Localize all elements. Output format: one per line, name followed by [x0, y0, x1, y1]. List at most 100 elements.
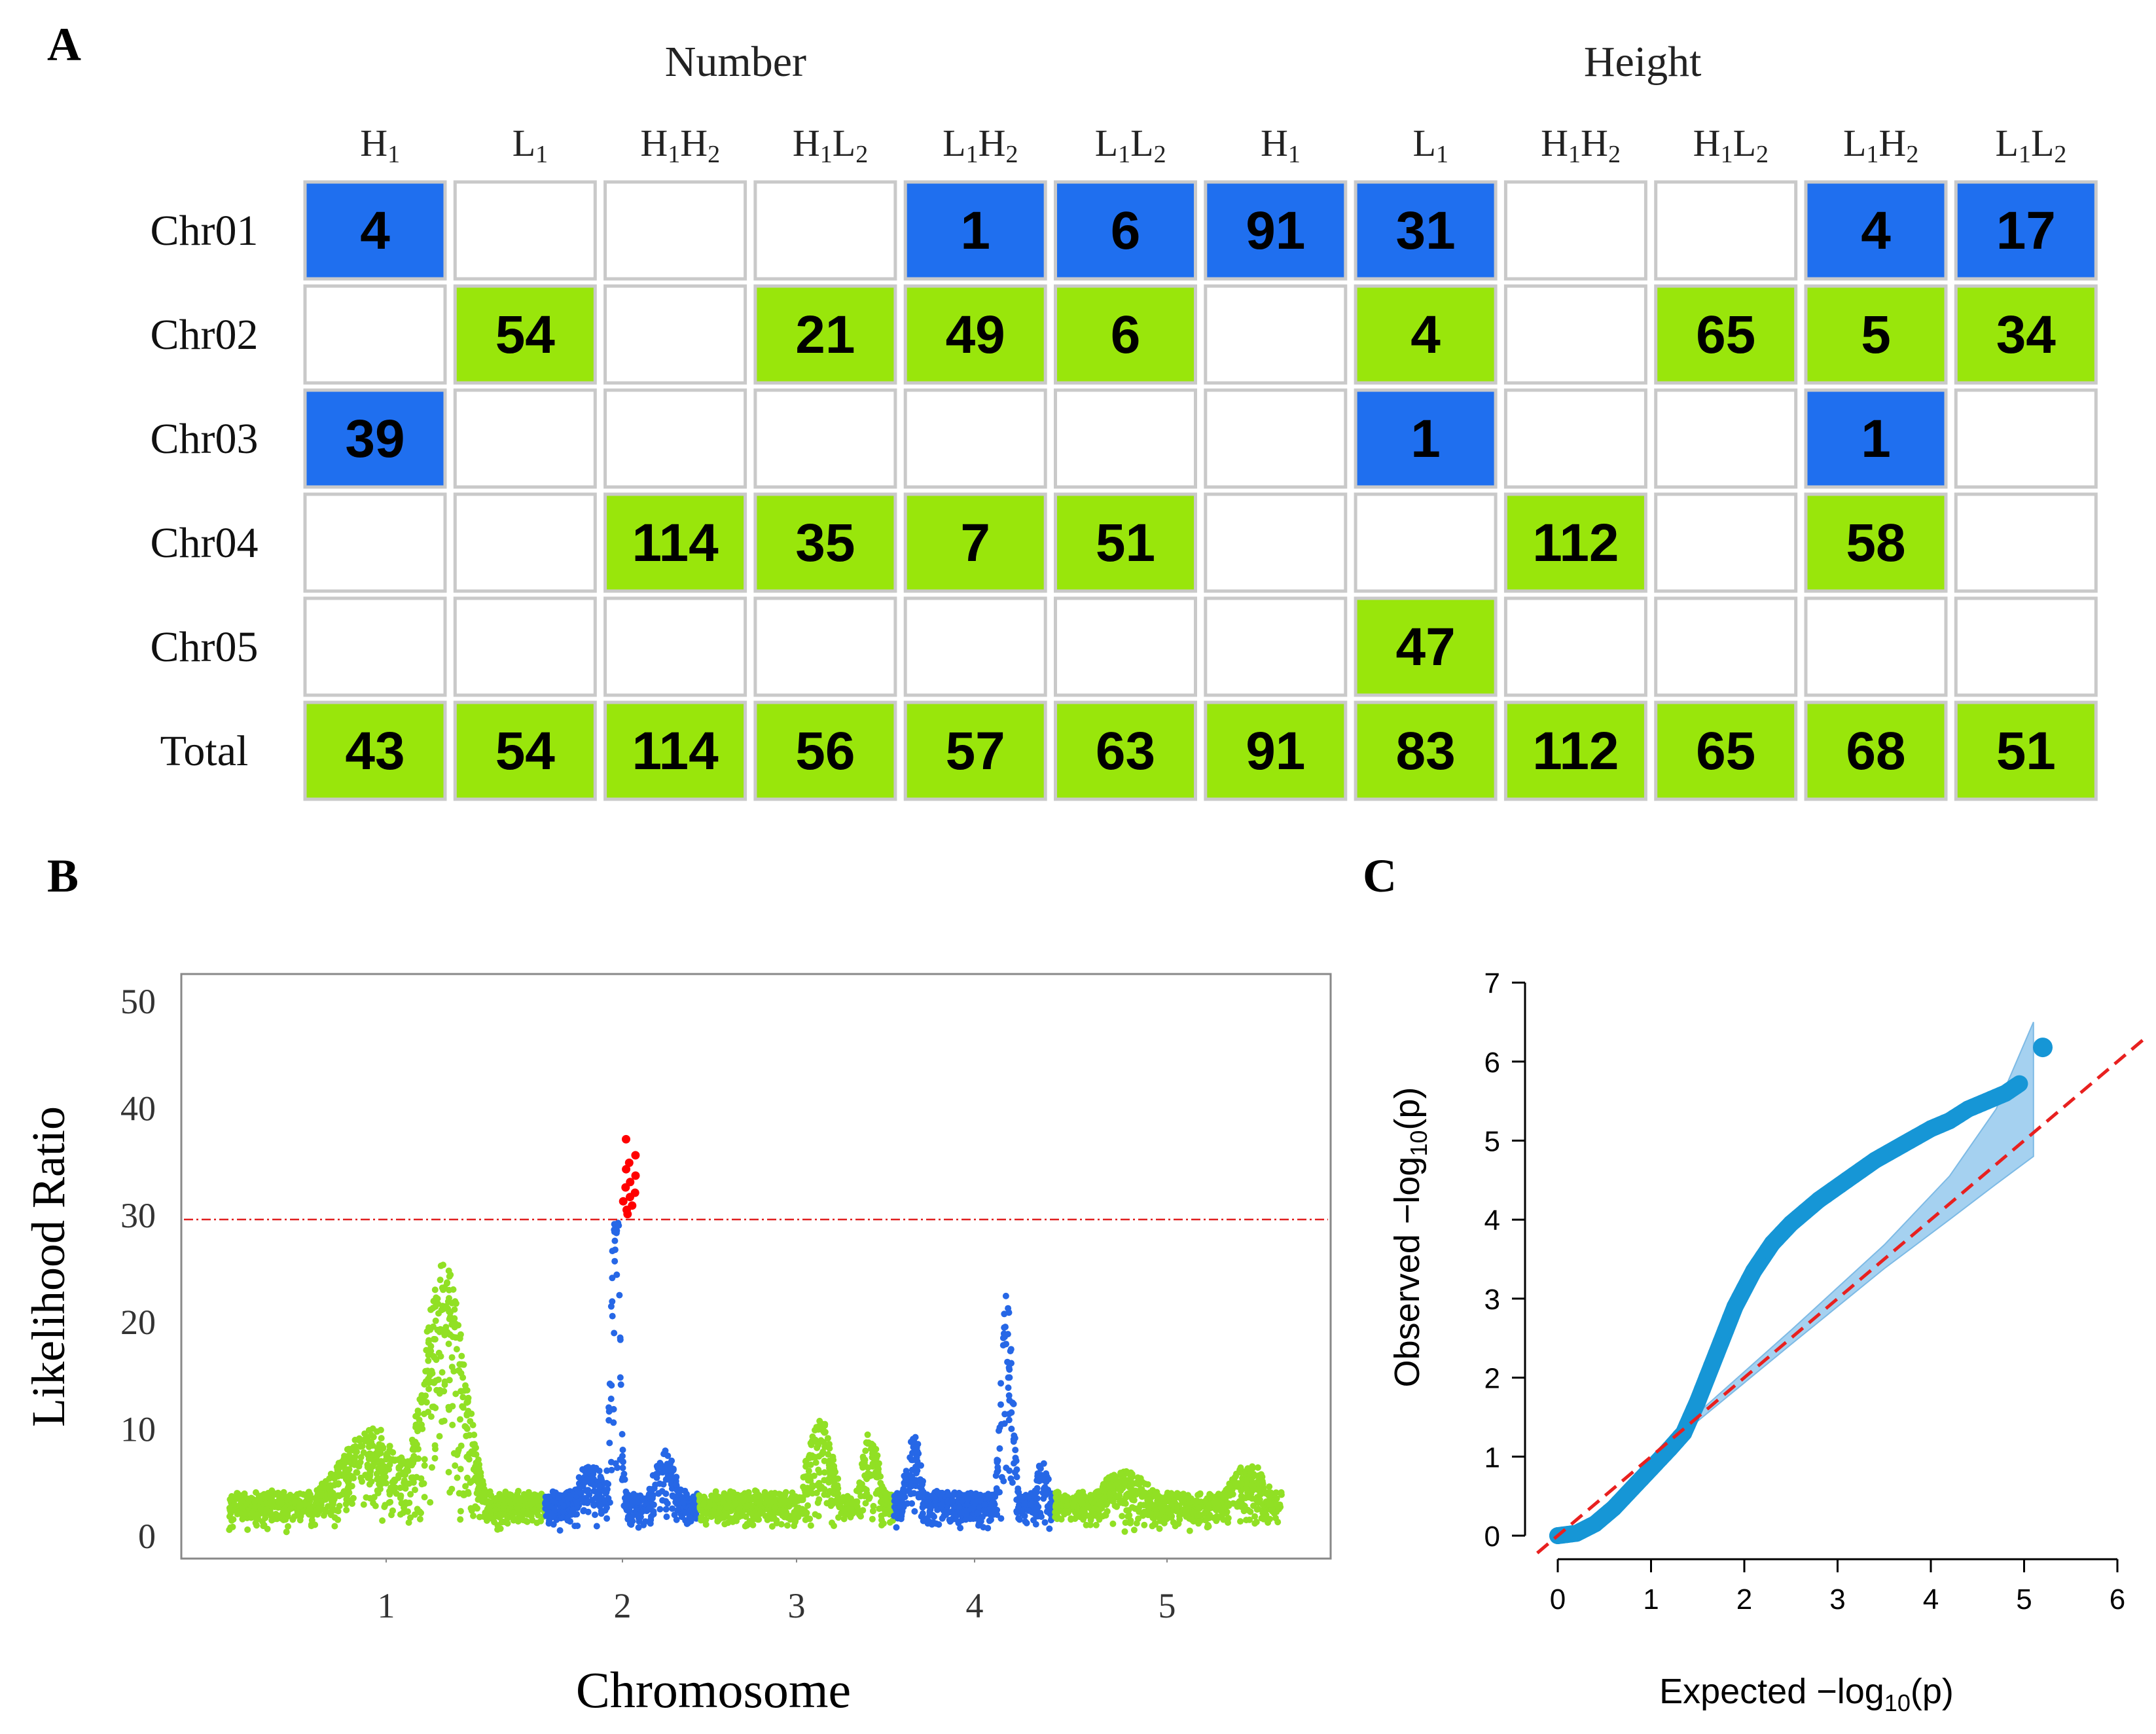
snp-point: [1130, 1496, 1138, 1504]
table-cell-value: 91: [1246, 721, 1305, 781]
snp-point: [255, 1511, 262, 1518]
snp-point: [509, 1513, 516, 1521]
panel-a-label: A: [47, 18, 81, 71]
snp-point: [453, 1346, 460, 1353]
snp-point: [867, 1471, 874, 1478]
snp-point: [432, 1317, 439, 1324]
snp-point: [919, 1510, 926, 1517]
snp-point: [1195, 1505, 1202, 1512]
snp-point: [723, 1504, 730, 1511]
snp-point: [1253, 1506, 1261, 1513]
snp-point: [1195, 1520, 1202, 1527]
snp-point: [414, 1428, 421, 1435]
table-cell: [753, 388, 897, 489]
table-cell: [1954, 492, 2098, 593]
table-cell: [453, 180, 597, 281]
snp-point: [778, 1521, 785, 1528]
snp-point: [239, 1504, 246, 1511]
snp-point: [955, 1518, 962, 1525]
snp-point: [389, 1508, 396, 1514]
snp-point: [698, 1517, 705, 1524]
snp-point: [709, 1508, 716, 1515]
snp-point: [425, 1385, 433, 1392]
snp-point: [964, 1495, 971, 1502]
confidence-band: [1697, 1022, 2034, 1423]
snp-point: [351, 1436, 359, 1443]
snp-point: [296, 1503, 303, 1510]
snp-point: [395, 1465, 403, 1472]
snp-point: [935, 1521, 943, 1528]
snp-point: [816, 1453, 823, 1460]
snp-point: [370, 1500, 377, 1507]
snp-point: [668, 1473, 675, 1480]
table-cell: [1503, 284, 1647, 385]
snp-point: [1129, 1504, 1136, 1511]
snp-point: [459, 1404, 467, 1411]
table-cell: [1204, 596, 1348, 697]
snp-point: [634, 1498, 641, 1506]
snp-point: [418, 1509, 424, 1517]
snp-point: [629, 1517, 636, 1525]
snp-point: [864, 1431, 871, 1438]
snp-point: [768, 1523, 776, 1530]
snp-point: [465, 1490, 472, 1497]
table-cell: [303, 596, 447, 697]
column-header-main: H: [979, 122, 1006, 164]
snp-point: [346, 1466, 353, 1473]
y-tick-label: 10: [120, 1410, 156, 1449]
snp-point: [912, 1444, 920, 1451]
snp-point: [329, 1498, 335, 1505]
snp-point: [334, 1508, 342, 1515]
table-cell: [903, 596, 1047, 697]
snp-point: [821, 1469, 828, 1476]
table-cell-value: 58: [1846, 513, 1905, 573]
snp-point: [454, 1474, 461, 1481]
table-cell-value: 57: [946, 721, 1005, 781]
snp-point: [662, 1447, 669, 1454]
snp-point: [581, 1479, 588, 1486]
snp-point: [347, 1497, 354, 1504]
row-label: Chr01: [151, 207, 259, 255]
snp-point: [1083, 1504, 1090, 1511]
snp-point: [664, 1500, 671, 1507]
table-cell: [1503, 180, 1647, 281]
snp-point: [857, 1511, 864, 1519]
snp-point: [1006, 1467, 1013, 1474]
table-cell: [1054, 596, 1197, 697]
snp-point: [574, 1523, 581, 1529]
snp-point: [474, 1477, 481, 1484]
snp-point: [1212, 1506, 1219, 1513]
snp-point: [443, 1280, 450, 1287]
y-tick-label: 0: [138, 1517, 156, 1556]
snp-point: [615, 1222, 622, 1229]
snp-point: [412, 1487, 418, 1493]
snp-point: [1027, 1502, 1034, 1508]
snp-point: [410, 1453, 418, 1460]
snp-point: [514, 1504, 521, 1511]
snp-point: [977, 1497, 984, 1504]
snp-point: [275, 1490, 282, 1497]
snp-point: [433, 1386, 440, 1394]
snp-point: [345, 1477, 352, 1484]
snp-point: [816, 1469, 823, 1476]
snp-point: [1020, 1493, 1026, 1500]
table-cell: [1654, 180, 1798, 281]
snp-point: [787, 1497, 794, 1504]
snp-point: [1022, 1518, 1029, 1525]
snp-point: [1195, 1491, 1202, 1498]
snp-point: [1160, 1519, 1168, 1526]
snp-point: [869, 1515, 876, 1523]
snp-point: [1255, 1485, 1262, 1492]
snp-point: [1116, 1492, 1123, 1499]
snp-point: [708, 1492, 715, 1499]
snp-point: [1102, 1494, 1108, 1501]
significant-snp-point: [622, 1165, 631, 1174]
snp-point: [994, 1467, 1001, 1474]
snp-point: [348, 1483, 355, 1490]
snp-point: [1234, 1500, 1242, 1507]
snp-point: [908, 1483, 915, 1490]
snp-point: [706, 1502, 713, 1508]
table-cell: [603, 180, 747, 281]
snp-point: [1002, 1292, 1009, 1299]
snp-point: [359, 1443, 366, 1450]
